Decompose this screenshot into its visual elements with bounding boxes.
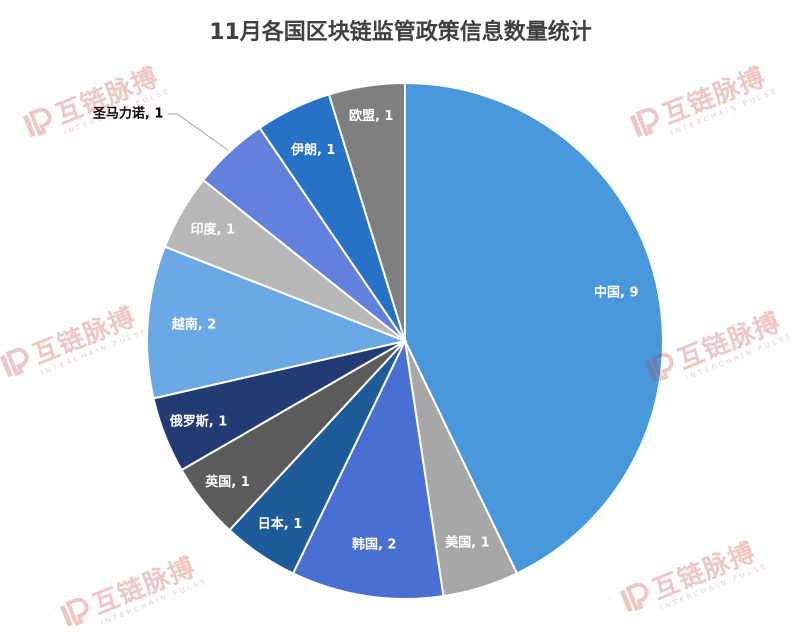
pie-chart: 中国, 9 美国, 1 韩国, 2 日本, 1 英国, 1 俄罗斯, 1 越南, 2 印度, … [93,81,664,601]
slice-label-8: 印度, 1 [191,222,236,238]
slice-label-10: 伊朗, 1 [290,142,336,158]
slice-label-11: 欧盟, 1 [349,108,394,124]
chart-title: 11月各国区块链监管政策信息数量统计 [209,20,592,45]
slice-label-9: 圣马力诺, 1 [93,106,164,122]
slice-label-6: 俄罗斯, 1 [169,414,228,430]
pie-slice-1 [404,81,664,575]
slice-label-4: 日本, 1 [258,516,303,532]
pie-slices [146,81,664,601]
slice-label-5: 英国, 1 [204,474,250,490]
slice-label-7: 越南, 2 [171,317,217,333]
slice-label-2: 美国, 1 [445,535,490,551]
pie-slice-11 [327,81,406,342]
leader-line [167,113,229,151]
slice-labels: 中国, 9 美国, 1 韩国, 2 日本, 1 英国, 1 俄罗斯, 1 越南, 2 印度, … [93,106,639,553]
pie-slice-7 [146,245,409,400]
slice-label-3: 韩国, 2 [352,537,397,553]
leader-lines [167,113,229,151]
slice-label-1: 中国, 9 [594,284,639,300]
pie-slice-3 [291,337,445,601]
